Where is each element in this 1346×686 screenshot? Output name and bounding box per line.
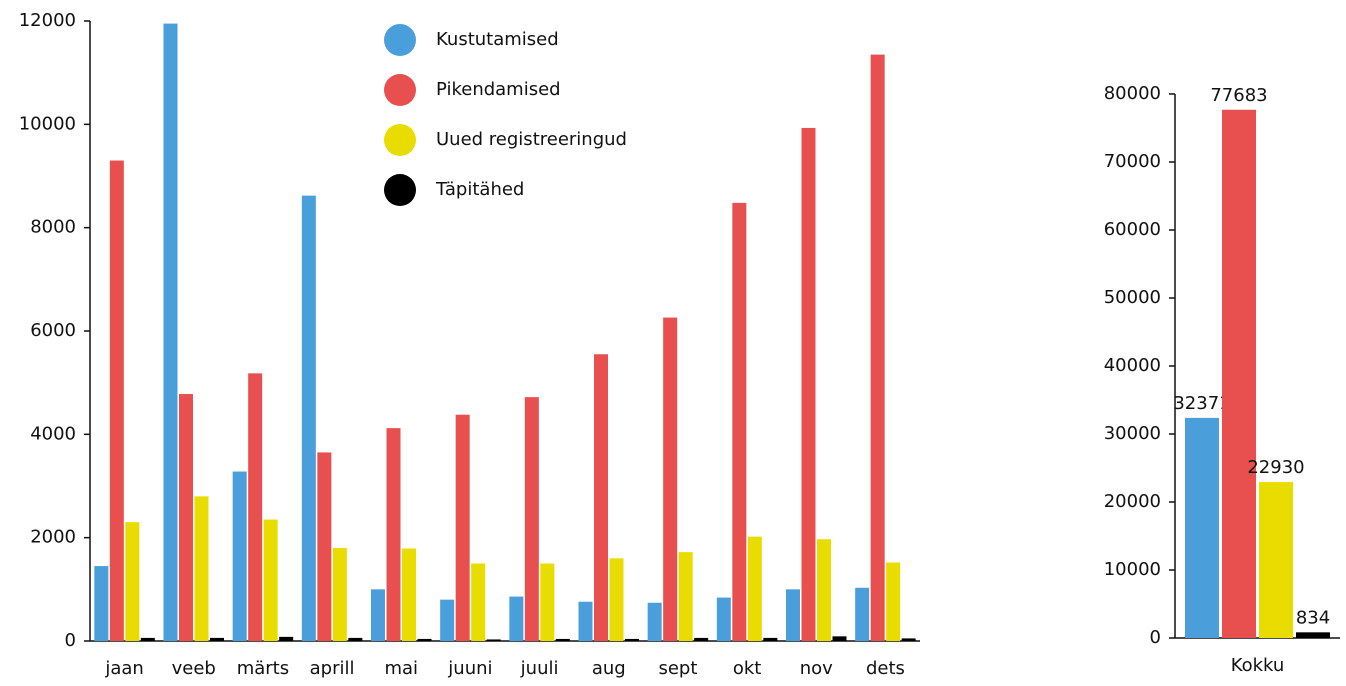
bar [301,195,316,641]
bar [332,548,347,641]
y-tick-label: 50000 [1104,287,1161,308]
bar [248,373,263,641]
bar [140,637,155,641]
bar [194,496,209,641]
x-tick-label: aug [592,658,626,679]
y-tick-label: 0 [1150,627,1161,648]
bar [901,638,916,641]
legend-label: Täpitähed [435,179,524,200]
x-tick-label: Kokku [1231,655,1285,676]
x-tick-label: nov [800,658,833,679]
bar [125,522,140,641]
bar [732,202,747,641]
legend-label: Pikendamised [436,79,561,100]
bar [716,597,731,641]
bar [786,589,800,641]
y-tick-label: 4000 [30,423,76,444]
bar [371,589,385,641]
y-tick-label: 10000 [1104,559,1161,580]
bar [747,536,762,641]
x-tick-label: sept [658,658,697,679]
bar [232,471,247,641]
y-tick-label: 30000 [1104,423,1161,444]
bar [540,563,555,641]
bar [109,160,124,641]
bar [578,601,593,641]
bar [455,414,470,641]
x-tick-label: veeb [172,658,216,679]
x-tick-label: mai [384,658,418,679]
bar [694,637,709,641]
y-tick-label: 6000 [30,320,76,341]
bar [1259,482,1293,638]
bar [524,397,539,641]
y-tick-label: 70000 [1104,151,1161,172]
bar [179,394,193,641]
legend-swatch [384,74,416,106]
data-label: 32371 [1173,393,1230,414]
legend-swatch [384,174,416,206]
y-tick-label: 80000 [1104,83,1161,104]
bar [609,558,624,641]
bar [348,637,363,641]
y-tick-label: 2000 [30,527,76,548]
bar [647,602,662,641]
bar [678,552,693,641]
bar [486,639,501,641]
bar [471,563,486,641]
bar [417,638,432,641]
bar [763,637,778,641]
bar [509,596,524,641]
x-tick-label: okt [733,658,762,679]
bar [1185,417,1219,638]
data-label: 834 [1296,607,1330,628]
y-tick-label: 60000 [1104,219,1161,240]
legend-label: Kustutamised [436,29,559,50]
x-tick-label: juuli [520,658,559,679]
data-label: 77683 [1210,85,1267,106]
bar [832,636,847,641]
bar [870,54,885,642]
bar [1296,632,1330,638]
data-label: 22930 [1247,457,1304,478]
x-tick-label: aprill [310,658,355,679]
bar [817,539,831,641]
bar [1222,109,1256,638]
bar [163,23,178,642]
x-tick-label: märts [237,658,289,679]
bar [279,636,294,641]
bar [663,317,678,641]
legend-swatch [384,124,416,156]
x-tick-label: jaan [104,658,143,679]
y-tick-label: 8000 [30,217,76,238]
bar [263,519,278,641]
y-tick-label: 10000 [19,113,76,134]
y-tick-label: 12000 [19,10,76,31]
x-tick-label: dets [866,658,905,679]
bar [594,354,608,641]
bar [886,562,901,641]
bar [855,587,870,641]
y-tick-label: 40000 [1104,355,1161,376]
y-tick-label: 0 [65,630,76,651]
y-tick-label: 20000 [1104,491,1161,512]
bar [625,638,639,641]
bar [402,548,416,641]
bar [94,566,109,641]
bar [440,599,455,641]
bar [210,637,224,641]
legend-label: Uued registreeringud [436,129,627,150]
bar [801,127,816,641]
legend-swatch [384,24,416,56]
bar [555,638,570,641]
bar [386,428,401,641]
bar [317,452,332,641]
x-tick-label: juuni [447,658,492,679]
